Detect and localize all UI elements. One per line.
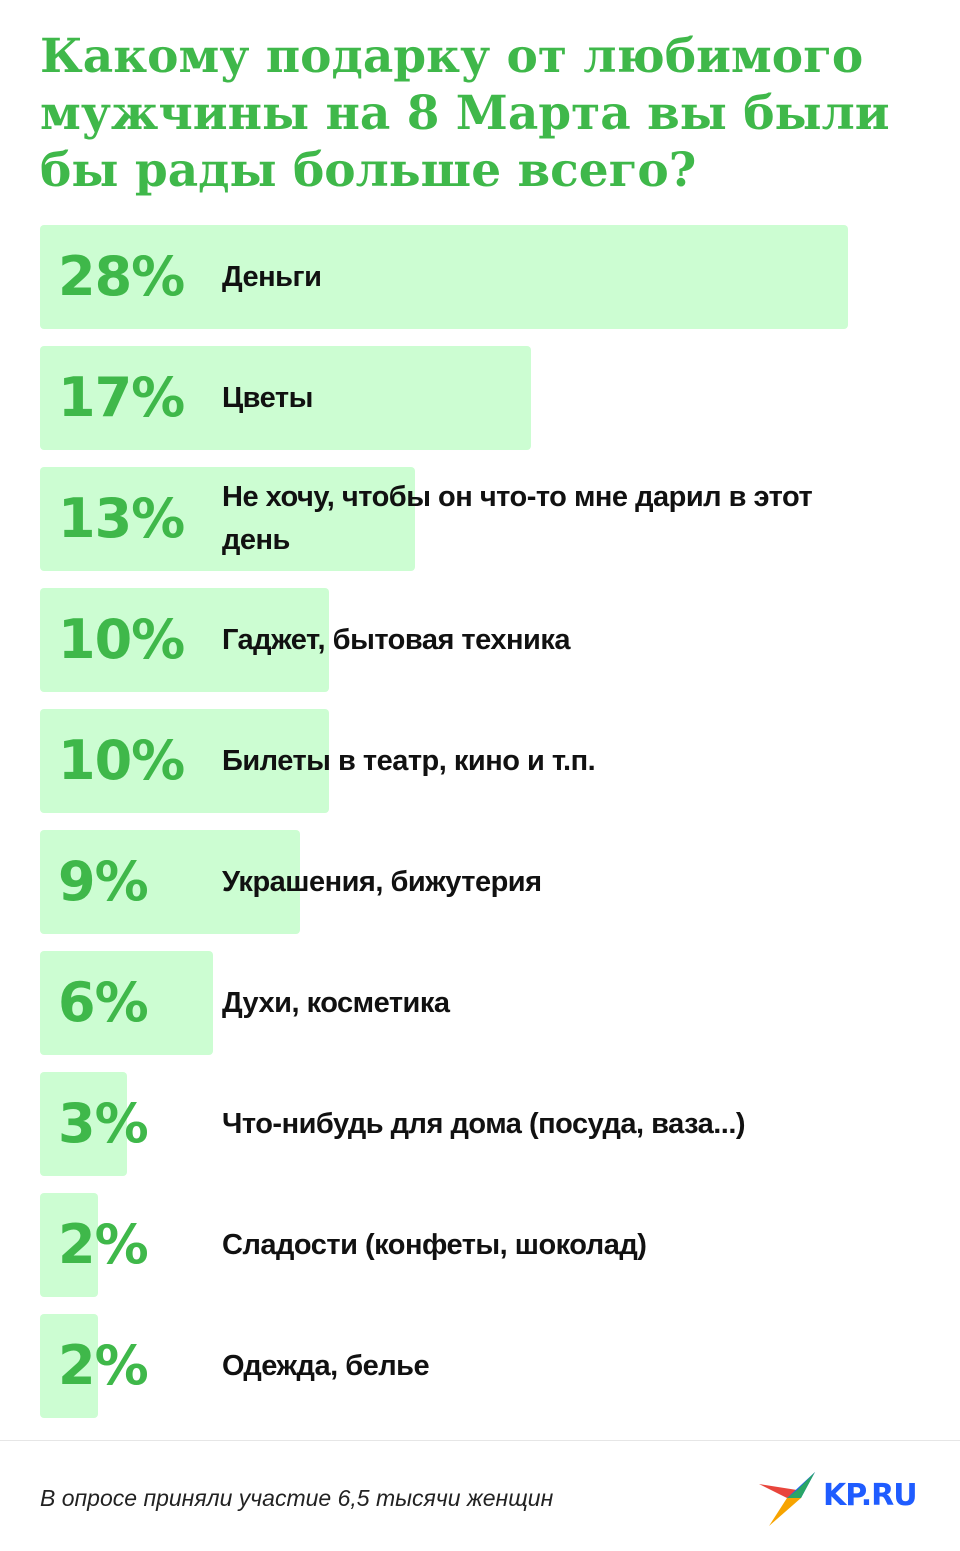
bar <box>40 1193 98 1297</box>
bar <box>40 346 531 450</box>
bar-chart: 28% Деньги 17% Цветы 13% Не хочу, чтобы он чт… <box>40 225 920 1418</box>
bar <box>40 467 415 571</box>
bar-row: 9% Украшения, бижутерия <box>40 830 920 934</box>
bar-row: 28% Деньги <box>40 225 920 329</box>
bar-category-label: Не хочу, чтобы он что-то мне дарил в это… <box>222 481 813 556</box>
bar-value-label: 17% <box>58 366 185 429</box>
bar-value-label: 9% <box>58 850 149 913</box>
survey-footnote: В опросе приняли участие 6,5 тысячи женщ… <box>40 1485 554 1511</box>
footer-divider <box>0 1440 960 1441</box>
bar-category-label: Одежда, белье <box>222 1349 430 1382</box>
bar-row: 17% Цветы <box>40 346 920 450</box>
bar-category-label: Духи, косметика <box>222 986 450 1019</box>
bar-row: 2% Одежда, белье <box>40 1314 920 1418</box>
bar <box>40 709 329 813</box>
bar-row: 13% Не хочу, чтобы он что-то мне дарил в … <box>40 467 920 571</box>
bar <box>40 588 329 692</box>
kp-logo[interactable]: KP.RU <box>757 1468 932 1530</box>
bar-category-label: Деньги <box>222 260 322 293</box>
bar-category-label: Цветы <box>222 381 313 414</box>
bar-value-label: 2% <box>58 1213 149 1276</box>
bar-category-label: Сладости (конфеты, шоколад) <box>222 1228 647 1261</box>
bird-icon <box>759 1472 815 1526</box>
bar-row: 6% Духи, косметика <box>40 951 920 1055</box>
bar-category-label: Гаджет, бытовая техника <box>222 623 570 656</box>
bar-row: 3% Что-нибудь для дома (посуда, ваза...) <box>40 1072 920 1176</box>
bar-value-label: 2% <box>58 1334 149 1397</box>
bar-value-label: 10% <box>58 608 185 671</box>
bar-category-label: Украшения, бижутерия <box>222 865 542 898</box>
bar <box>40 1314 98 1418</box>
bar-value-label: 6% <box>58 971 149 1034</box>
chart-title: Какому подарку от любимого мужчины на 8 … <box>40 29 890 198</box>
logo-text: KP.RU <box>823 1478 918 1513</box>
bar-row: 10% Билеты в театр, кино и т.п. <box>40 709 920 813</box>
bar-value-label: 10% <box>58 729 185 792</box>
bar <box>40 1072 127 1176</box>
bar-value-label: 3% <box>58 1092 149 1155</box>
bar-category-label: Билеты в театр, кино и т.п. <box>222 744 596 777</box>
bar-category-label: Что-нибудь для дома (посуда, ваза...) <box>222 1107 746 1140</box>
bar-row: 10% Гаджет, бытовая техника <box>40 588 920 692</box>
bar <box>40 830 300 934</box>
bar-value-label: 13% <box>58 487 185 550</box>
bar <box>40 951 213 1055</box>
bar-value-label: 28% <box>58 245 185 308</box>
bar-row: 2% Сладости (конфеты, шоколад) <box>40 1193 920 1297</box>
bar <box>40 225 848 329</box>
